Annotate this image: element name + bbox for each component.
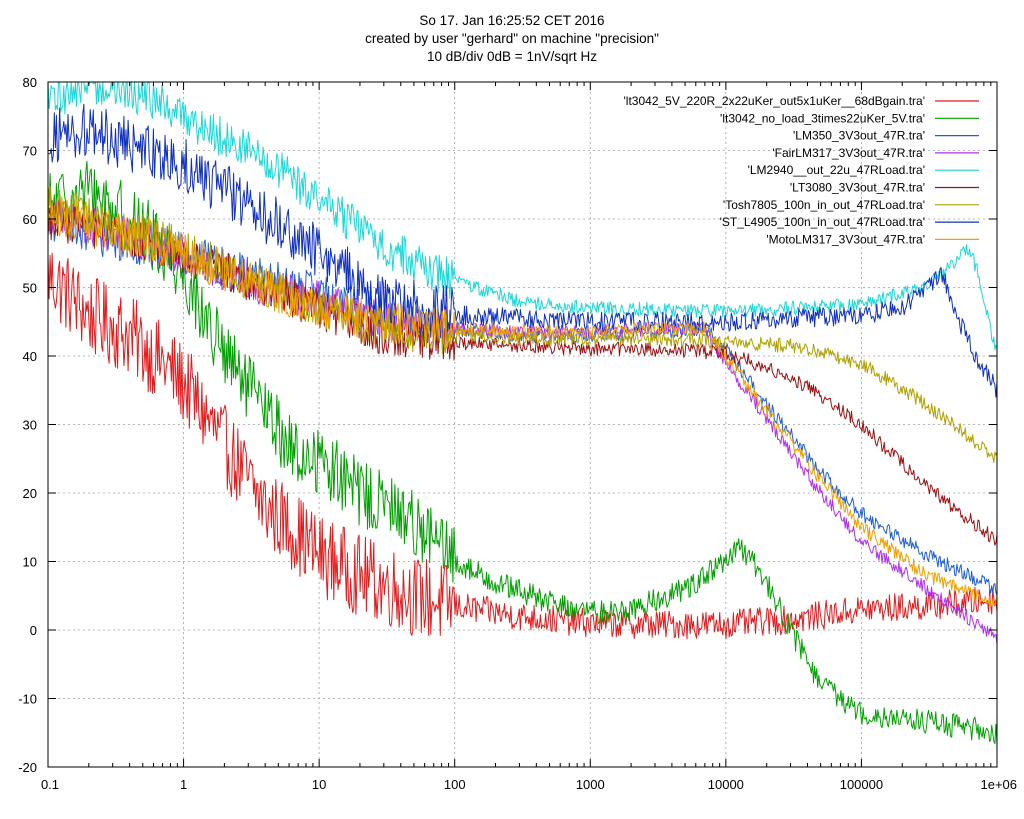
y-tick-label: -10 xyxy=(18,692,37,707)
y-tick-label: 60 xyxy=(23,212,37,227)
legend-label: 'LM2940__out_22u_47RLoad.tra' xyxy=(748,163,925,177)
x-tick-label: 100 xyxy=(444,777,466,792)
y-tick-label: 50 xyxy=(23,281,37,296)
legend: 'lt3042_5V_220R_2x22uKer_out5x1uKer__68d… xyxy=(624,94,979,246)
x-tick-label: 1000 xyxy=(576,777,605,792)
x-tick-label: 1e+06 xyxy=(980,777,1017,792)
chart-title-line-2: created by user "gerhard" on machine "pr… xyxy=(365,31,659,46)
y-tick-label: 40 xyxy=(23,349,37,364)
axes: 0.1 1 10 100 1000 10000 100000 1e+06 -20 -10 0 10 20… xyxy=(18,75,1017,792)
chart-title-line-1: So 17. Jan 16:25:52 CET 2016 xyxy=(419,13,604,28)
legend-label: 'LM350_3V3out_47R.tra' xyxy=(793,129,925,143)
y-tick-label: 10 xyxy=(23,555,37,570)
legend-label: 'LT3080_3V3out_47R.tra' xyxy=(790,181,925,195)
legend-label: 'lt3042_5V_220R_2x22uKer_out5x1uKer__68d… xyxy=(624,94,925,108)
series-line xyxy=(47,194,998,644)
legend-label: 'lt3042_no_load_3times22uKer_5V.tra' xyxy=(720,111,925,125)
x-tick-label: 1 xyxy=(180,777,187,792)
x-tick-label: 100000 xyxy=(840,777,883,792)
legend-label: 'Tosh7805_100n_in_out_47RLoad.tra' xyxy=(723,198,925,212)
series-line xyxy=(47,81,998,351)
x-tick-label: 10 xyxy=(312,777,326,792)
y-tick-label: 0 xyxy=(30,623,37,638)
legend-label: 'FairLM317_3V3out_47R.tra' xyxy=(772,146,925,160)
y-tick-label: 80 xyxy=(23,75,37,90)
series-layer xyxy=(47,81,998,745)
y-tick-label: 70 xyxy=(23,144,37,159)
series-line xyxy=(47,103,998,398)
x-tick-label: 10000 xyxy=(708,777,744,792)
y-tick-label: 20 xyxy=(23,486,37,501)
y-tick-label: 30 xyxy=(23,418,37,433)
chart-title-block: So 17. Jan 16:25:52 CET 2016 created by … xyxy=(365,13,659,64)
chart-title-line-3: 10 dB/div 0dB = 1nV/sqrt Hz xyxy=(427,49,597,64)
series-line xyxy=(47,160,998,745)
series-line xyxy=(47,196,998,607)
y-tick-label: -20 xyxy=(18,760,37,775)
legend-label: 'ST_L4905_100n_in_out_47RLoad.tra' xyxy=(720,215,925,229)
series-line xyxy=(47,252,998,640)
legend-label: 'MotoLM317_3V3out_47R.tra' xyxy=(766,232,925,246)
x-tick-label: 0.1 xyxy=(41,777,59,792)
